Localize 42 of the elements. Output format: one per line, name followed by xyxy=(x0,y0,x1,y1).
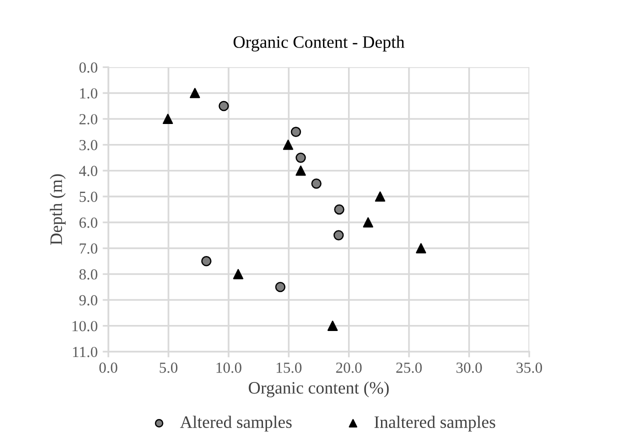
point xyxy=(374,191,386,202)
point xyxy=(218,100,229,112)
point xyxy=(233,268,244,280)
point xyxy=(190,88,200,98)
point xyxy=(162,114,173,124)
point xyxy=(275,282,286,292)
y-tick-label: 11.0 xyxy=(73,346,98,358)
x-tick-label: 0.0 xyxy=(99,362,118,373)
y-tick-label: 3.0 xyxy=(80,140,98,150)
y-tick-label: 6.0 xyxy=(79,218,98,228)
point xyxy=(362,217,374,228)
legend-label: Altered samples xyxy=(180,416,292,432)
point xyxy=(201,256,212,266)
chart-title: Organic Content - Depth xyxy=(234,36,404,52)
point xyxy=(311,178,322,189)
y-axis-title: Depth (m) xyxy=(50,174,66,245)
point xyxy=(296,152,306,163)
legend-label: Inaltered samples xyxy=(374,416,496,432)
point xyxy=(290,126,302,137)
y-tick-label: 10.0 xyxy=(72,320,98,332)
point xyxy=(416,243,426,254)
y-tick-label: 4.0 xyxy=(79,166,98,176)
y-tick-label: 1.0 xyxy=(80,88,98,99)
y-tick-label: 7.0 xyxy=(80,243,98,254)
y-tick-label: 2.0 xyxy=(79,114,98,124)
y-tick-label: 8.0 xyxy=(79,269,98,280)
x-tick-label: 15.0 xyxy=(276,362,302,373)
y-tick-label: 5.0 xyxy=(80,192,98,202)
x-tick-label: 25.0 xyxy=(396,362,422,373)
y-tick-label: 9.0 xyxy=(79,295,98,306)
x-tick-label: 20.0 xyxy=(336,362,362,373)
point xyxy=(282,140,294,150)
y-tick-label: 0.0 xyxy=(79,62,98,73)
x-tick-label: 35.0 xyxy=(516,362,542,373)
x-tick-label: 10.0 xyxy=(216,362,242,373)
point xyxy=(334,204,344,215)
x-tick-label: 5.0 xyxy=(160,362,178,373)
x-axis-title: Organic content (%) xyxy=(248,382,389,398)
point xyxy=(334,230,344,240)
point xyxy=(327,320,338,331)
x-tick-label: 30.0 xyxy=(456,362,482,373)
point xyxy=(296,166,306,176)
